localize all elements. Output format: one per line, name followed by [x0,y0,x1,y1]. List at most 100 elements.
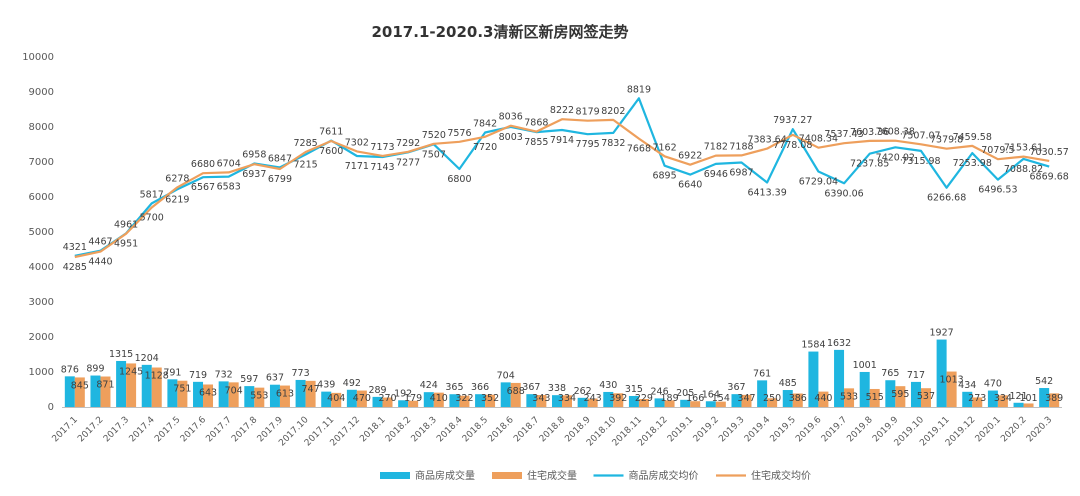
line-value-label: 7603.36 [850,127,889,138]
bar-commercial [859,371,870,407]
bar-value-label: 597 [240,374,258,385]
line-value-label: 7459.58 [953,132,992,143]
bar-value-label: 367 [727,382,745,393]
line-value-label: 7668 [627,144,651,155]
line-value-label: 6922 [678,151,702,162]
bar-residential [869,388,880,407]
x-tick-label: 2019.4 [743,415,773,445]
bar-value-label: 871 [96,380,114,391]
line-value-label: 6278 [165,173,189,184]
bar-commercial [1013,402,1024,407]
line-value-label: 7778.08 [773,140,812,151]
bar-value-label: 732 [215,369,233,380]
bar-commercial [1039,388,1050,407]
x-tick-label: 2019.6 [794,415,824,445]
bar-residential [638,398,649,407]
line-value-label: 7292 [396,138,420,149]
x-tick-label: 2020.2 [999,415,1028,444]
bar-value-label: 440 [814,393,832,404]
x-tick-label: 2018.7 [512,415,541,444]
bar-value-label: 352 [481,393,499,404]
bar-residential [433,392,444,407]
line-layer [74,97,1050,259]
bar-value-label: 1204 [135,353,159,364]
bar-value-label: 273 [968,393,986,404]
y-tick-label: 9000 [29,87,54,98]
bar-value-label: 1632 [827,338,851,349]
line-value-label: 7173 [370,142,394,153]
bar-commercial [834,349,845,407]
line-value-label: 6567 [191,182,215,193]
bar-residential [562,395,572,407]
bar-value-label: 1315 [109,349,133,360]
bar-residential [382,397,393,407]
line-value-label: 6799 [268,174,292,185]
line-value-label: 7302 [345,137,369,148]
x-tick-label: 2017.1 [51,415,80,444]
x-tick-label: 2018.4 [435,415,465,445]
bar-value-label: 289 [368,385,386,396]
line-value-label: 7914 [550,135,574,146]
bar-commercial [500,382,511,407]
line-value-label: 7537.43 [824,129,863,140]
bar-commercial [475,394,486,407]
bar-value-label: 1001 [853,360,877,371]
bar-value-label: 410 [430,393,448,404]
bar-residential [741,394,752,407]
bar-residential [844,388,855,407]
line-value-label: 6219 [165,194,189,205]
bar-commercial [782,390,793,407]
x-tick-label: 2018.5 [461,415,490,444]
bar-commercial [116,360,127,407]
bar-residential [254,387,265,407]
line-value-label: 7408.34 [799,134,838,145]
line-value-label: 7162 [652,142,676,153]
bar-value-label: 533 [840,391,858,402]
y-tick-label: 0 [48,402,54,413]
bar-value-label: 719 [189,370,207,381]
bar-value-label: 322 [455,393,473,404]
line-value-label: 7153.61 [1004,143,1043,154]
bar-value-label: 1584 [801,340,825,351]
bar-value-label: 613 [276,389,294,400]
bar-commercial [90,375,101,407]
bar-residential [510,382,521,407]
bar-value-label: 688 [507,386,525,397]
bar-residential [356,390,367,407]
line-value-label: 7868 [524,118,548,129]
bar-residential [767,398,778,407]
bar-residential [331,392,342,407]
bar-commercial [346,389,357,407]
line-value-label: 4440 [88,257,112,268]
bar-commercial [295,379,306,407]
x-tick-label: 2019.7 [820,415,849,444]
line-value-label: 6800 [447,174,471,185]
bar-residential [151,367,162,407]
bar-value-label: 439 [317,380,335,391]
bar-value-label: 338 [548,383,566,394]
x-tick-label: 2019.8 [845,415,875,445]
bar-value-label: 347 [737,393,755,404]
line-residential-price [74,118,1050,259]
line-value-label: 4285 [63,262,87,273]
bar-value-label: 343 [532,393,550,404]
x-tick-label: 2017.6 [179,415,209,445]
bar-value-label: 179 [404,393,422,404]
line-value-label: 6987 [729,167,753,178]
bar-value-label: 899 [86,364,104,375]
x-tick-label: 2017.8 [230,415,260,445]
line-value-label: 6680 [191,159,215,170]
line-value-label: 6704 [217,158,241,169]
x-tick-label: 2017.4 [128,415,158,445]
y-tick-label: 3000 [29,297,54,308]
line-value-label: 4467 [88,237,112,248]
x-tick-label: 2018.6 [486,415,516,445]
line-value-label: 7855 [524,137,548,148]
line-value-label: 4961 [114,219,138,230]
legend-item: 商品房成交量 [380,469,475,482]
bar-commercial [603,391,614,407]
line-value-label: 6640 [678,180,702,191]
bar-value-label: 334 [558,393,576,404]
line-value-label: 7079.5 [981,145,1014,156]
